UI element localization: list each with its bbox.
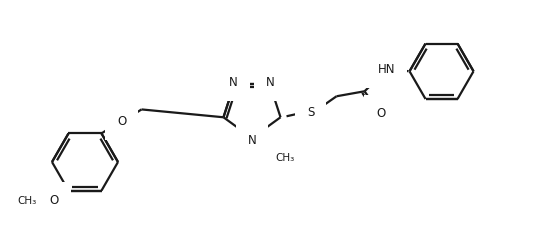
Text: CH₃: CH₃ (17, 196, 36, 205)
Text: CH₃: CH₃ (275, 153, 294, 163)
Text: O: O (117, 115, 126, 128)
Text: N: N (248, 133, 256, 146)
Text: N: N (266, 76, 275, 89)
Text: N: N (229, 76, 238, 89)
Text: O: O (376, 107, 385, 120)
Text: S: S (307, 106, 314, 119)
Text: HN: HN (378, 63, 395, 76)
Text: O: O (50, 194, 59, 207)
